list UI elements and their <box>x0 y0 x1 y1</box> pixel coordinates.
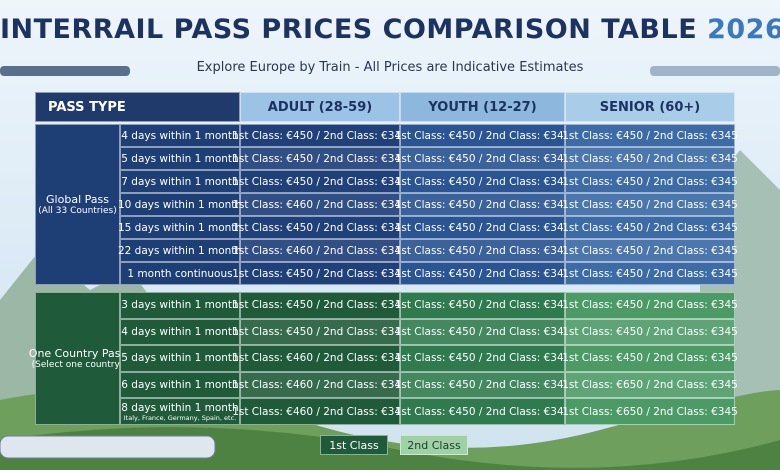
price-cell: 1st Class: €450 / 2nd Class: €345 <box>232 262 408 285</box>
column-header: PASS TYPE <box>35 92 240 122</box>
price-cell: 1st Class: €450 / 2nd Class: €345 <box>562 147 738 170</box>
price-cell: 1st Class: €450 / 2nd Class: €345 <box>395 216 570 239</box>
price-cell: 1st Class: €450 / 2nd Class: €345 <box>562 124 738 147</box>
group-label: One Country Pass (Select one country) <box>29 292 126 425</box>
row-label-text: 7 days within 1 month <box>121 175 239 188</box>
price-cell: 1st Class: €450 / 2nd Class: €345 <box>562 193 738 216</box>
row-label-text: 22 days within 1 month <box>117 244 243 257</box>
price-cell: 1st Class: €450 / 2nd Class: €345 <box>562 292 738 319</box>
price-cell: 1st Class: €450 / 2nd Class: €345 <box>562 262 738 285</box>
price-cell: 1st Class: €450 / 2nd Class: €345 <box>395 345 570 372</box>
price-cell: 1st Class: €450 / 2nd Class: €345 <box>395 124 570 147</box>
group-note: (Select one country) <box>31 360 124 370</box>
row-label: 4 days within 1 month <box>120 318 240 346</box>
price-cell: 1st Class: €460 / 2nd Class: €345 <box>232 371 408 399</box>
price-cell: 1st Class: €650 / 2nd Class: €345 <box>562 398 738 425</box>
row-label-text: 5 days within 1 month <box>121 152 239 165</box>
price-cell: 1st Class: €450 / 2nd Class: €345 <box>395 371 570 399</box>
price-cell: 1st Class: €450 / 2nd Class: €345 <box>395 239 570 262</box>
group-name: One Country Pass <box>28 347 127 360</box>
row-label-text: 6 days within 1 month <box>121 379 239 392</box>
price-cell: 1st Class: €450 / 2nd Class: €345 <box>395 318 570 346</box>
price-cell: 1st Class: €650 / 2nd Class: €345 <box>562 371 738 399</box>
price-cell: 1st Class: €450 / 2nd Class: €345 <box>232 147 408 170</box>
price-cell: 1st Class: €450 / 2nd Class: €345 <box>232 216 408 239</box>
title-text: INTERRAIL PASS PRICES COMPARISON TABLE <box>0 14 698 45</box>
price-cell: 1st Class: €460 / 2nd Class: €345 <box>232 239 408 262</box>
row-label-text: 8 days within 1 month <box>121 401 239 414</box>
price-cell: 1st Class: €450 / 2nd Class: €345 <box>562 216 738 239</box>
price-cell: 1st Class: €450 / 2nd Class: €345 <box>562 170 738 193</box>
price-cell: 1st Class: €450 / 2nd Class: €345 <box>232 124 408 147</box>
price-cell: 1st Class: €450 / 2nd Class: €345 <box>395 193 570 216</box>
group-note: (All 33 Countries) <box>38 206 117 216</box>
row-label: 5 days within 1 month <box>120 147 240 170</box>
price-cell: 1st Class: €450 / 2nd Class: €345 <box>395 147 570 170</box>
row-label: 10 days within 1 month <box>117 193 243 216</box>
legend-item: 1st Class <box>320 435 388 455</box>
row-label: 15 days within 1 month <box>117 216 243 239</box>
row-label: 3 days within 1 month <box>120 292 240 319</box>
price-cell: 1st Class: €460 / 2nd Class: €345 <box>232 345 408 372</box>
price-cell: 1st Class: €450 / 2nd Class: €345 <box>562 318 738 346</box>
row-label-text: 3 days within 1 month <box>121 299 239 312</box>
row-label: 4 days within 1 month <box>120 124 240 147</box>
price-cell: 1st Class: €450 / 2nd Class: €345 <box>395 292 570 319</box>
title: INTERRAIL PASS PRICES COMPARISON TABLE 2… <box>0 14 780 45</box>
group-name: Global Pass <box>46 193 109 206</box>
column-header: ADULT (28-59) <box>240 92 400 122</box>
row-label-note: Italy, France, Germany, Spain, etc. <box>123 413 237 422</box>
price-cell: 1st Class: €450 / 2nd Class: €345 <box>232 318 408 346</box>
price-cell: 1st Class: €460 / 2nd Class: €345 <box>232 398 408 425</box>
price-cell: 1st Class: €450 / 2nd Class: €345 <box>232 292 408 319</box>
column-header: SENIOR (60+) <box>565 92 735 122</box>
column-header: YOUTH (12-27) <box>400 92 565 122</box>
row-label-text: 4 days within 1 month <box>121 325 239 338</box>
subtitle: Explore Europe by Train - All Prices are… <box>196 60 584 75</box>
price-cell: 1st Class: €450 / 2nd Class: €345 <box>395 398 570 425</box>
row-label: 1 month continuous <box>120 262 240 285</box>
row-label: 6 days within 1 month <box>120 371 240 399</box>
legend-item: 2nd Class <box>400 435 468 455</box>
group-label: Global Pass (All 33 Countries) <box>35 124 120 285</box>
row-label-text: 5 days within 1 month <box>121 352 239 365</box>
row-label-text: 10 days within 1 month <box>117 198 243 211</box>
row-label: 5 days within 1 month <box>120 345 240 372</box>
price-cell: 1st Class: €450 / 2nd Class: €345 <box>232 170 408 193</box>
row-label-text: 1 month continuous <box>127 267 233 280</box>
price-cell: 1st Class: €450 / 2nd Class: €345 <box>395 262 570 285</box>
price-cell: 1st Class: €450 / 2nd Class: €345 <box>562 239 738 262</box>
row-label-text: 4 days within 1 month <box>121 129 239 142</box>
price-cell: 1st Class: €450 / 2nd Class: €345 <box>395 170 570 193</box>
price-cell: 1st Class: €460 / 2nd Class: €345 <box>232 193 408 216</box>
row-label: 7 days within 1 month <box>120 170 240 193</box>
row-label-text: 15 days within 1 month <box>117 221 243 234</box>
title-year: 2026 <box>707 14 780 45</box>
row-label: 22 days within 1 month <box>117 239 243 262</box>
price-cell: 1st Class: €450 / 2nd Class: €345 <box>562 345 738 372</box>
row-label: 8 days within 1 month Italy, France, Germ… <box>120 398 240 425</box>
